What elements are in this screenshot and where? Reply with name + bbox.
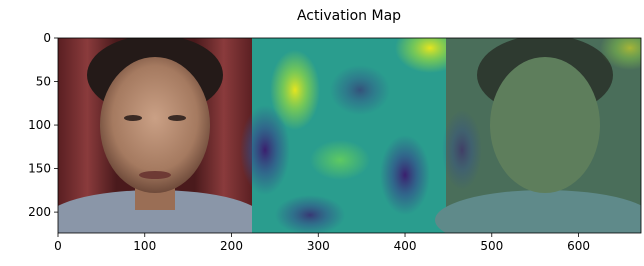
x-tick-label: 200: [220, 239, 243, 253]
x-tick-label: 100: [133, 239, 156, 253]
y-tick-label: 50: [36, 75, 51, 89]
chart-title: Activation Map: [297, 8, 401, 24]
image: [45, 23, 644, 250]
y-tick-label: 150: [28, 162, 51, 176]
x-tick-label: 500: [480, 239, 503, 253]
chart: Activation Map 0 100 200 300 400 500 600 0 50 100…: [0, 0, 644, 262]
x-tick-label: 300: [307, 239, 330, 253]
y-tick-label: 200: [28, 205, 51, 219]
x-tick-label: 0: [54, 239, 62, 253]
x-tick-label: 400: [394, 239, 417, 253]
x-tick-label: 600: [567, 239, 590, 253]
y-tick-label: 0: [43, 31, 51, 45]
y-tick-label: 100: [28, 118, 51, 132]
